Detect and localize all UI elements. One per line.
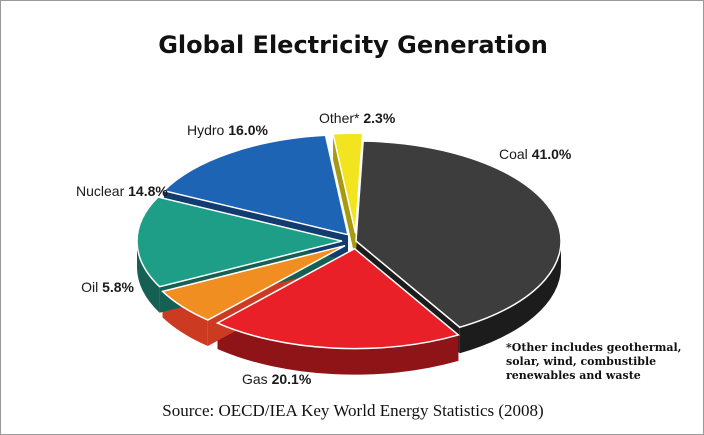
label-nuclear: Nuclear 14.8% [76, 183, 168, 199]
label-name-gas: Gas [242, 371, 272, 387]
label-value-hydro: 16.0% [228, 122, 268, 138]
label-hydro: Hydro 16.0% [187, 122, 268, 138]
footnote: *Other includes geothermal, solar, wind,… [506, 341, 704, 383]
label-name-other: Other* [319, 110, 363, 126]
label-value-other: 2.3% [363, 110, 395, 126]
label-name-oil: Oil [81, 279, 102, 295]
label-oil: Oil 5.8% [81, 279, 134, 295]
label-coal: Coal 41.0% [499, 146, 572, 162]
label-value-nuclear: 14.8% [128, 183, 168, 199]
label-name-nuclear: Nuclear [76, 183, 128, 199]
label-gas: Gas 20.1% [242, 371, 312, 387]
label-other: Other* 2.3% [319, 110, 396, 126]
label-name-hydro: Hydro [187, 122, 228, 138]
source-note: Source: OECD/IEA Key World Energy Statis… [1, 401, 704, 421]
label-value-oil: 5.8% [102, 279, 134, 295]
label-value-gas: 20.1% [272, 371, 312, 387]
label-name-coal: Coal [499, 146, 532, 162]
label-value-coal: 41.0% [532, 146, 572, 162]
